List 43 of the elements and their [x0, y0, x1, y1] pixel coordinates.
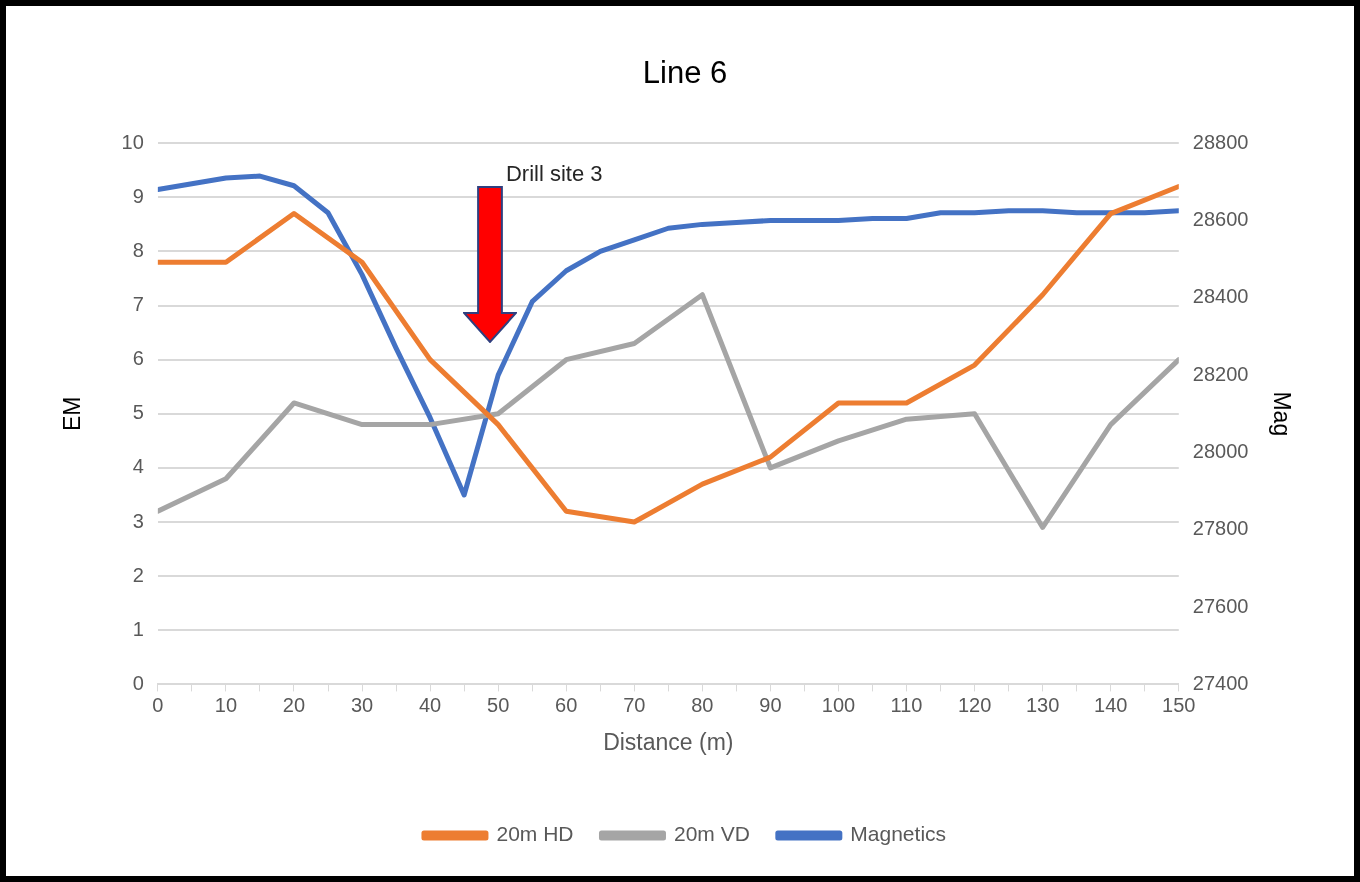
y-tick-label: 10	[121, 130, 144, 153]
x-tick-label: 10	[214, 693, 238, 716]
x-tick-label: 40	[418, 693, 442, 716]
x-tick-label: 70	[623, 693, 646, 716]
chart-title: Line 6	[642, 55, 728, 91]
x-tick-label: 100	[821, 693, 856, 716]
legend-label: 20m VD	[673, 822, 750, 846]
x-tick-label: 20	[282, 693, 306, 716]
x-tick-label: 110	[890, 693, 923, 716]
y-tick-label: 0	[132, 671, 144, 694]
x-tick-label: 140	[1094, 693, 1128, 716]
y2-tick-label: 28800	[1192, 130, 1249, 153]
x-tick-label: 50	[487, 693, 510, 716]
y2-axis-title: Mag	[1268, 391, 1295, 437]
y-tick-label: 1	[132, 617, 144, 640]
y2-tick-label: 27600	[1192, 594, 1249, 617]
x-tick-label: 60	[555, 693, 578, 716]
y2-tick-label: 28200	[1192, 362, 1249, 385]
y2-tick-label: 27800	[1192, 517, 1249, 540]
y2-tick-label: 28400	[1192, 285, 1249, 308]
y2-tick-label: 28600	[1192, 208, 1249, 231]
y2-tick-label: 28000	[1192, 439, 1249, 462]
legend-label: 20m HD	[496, 822, 574, 846]
y-tick-label: 5	[132, 401, 144, 424]
x-tick-label: 150	[1162, 693, 1196, 716]
y-axis-title: EM	[59, 396, 86, 432]
x-tick-label: 80	[691, 693, 714, 716]
y-tick-label: 9	[132, 184, 144, 207]
legend-label: Magnetics	[850, 822, 947, 846]
x-tick-label: 130	[1025, 693, 1060, 716]
y-tick-label: 2	[132, 563, 144, 586]
x-tick-label: 0	[152, 693, 164, 716]
annotation: Drill site 3	[505, 161, 603, 187]
y-tick-label: 3	[132, 509, 144, 532]
y-tick-label: 8	[132, 238, 144, 261]
x-axis-title: Distance (m)	[603, 728, 734, 755]
y2-tick-label: 27400	[1192, 671, 1249, 694]
y-tick-label: 7	[132, 293, 144, 316]
x-tick-label: 90	[759, 693, 782, 716]
x-tick-label: 30	[350, 693, 374, 716]
y-tick-label: 4	[132, 455, 144, 478]
x-tick-label: 120	[957, 693, 992, 716]
y-tick-label: 6	[132, 347, 144, 370]
